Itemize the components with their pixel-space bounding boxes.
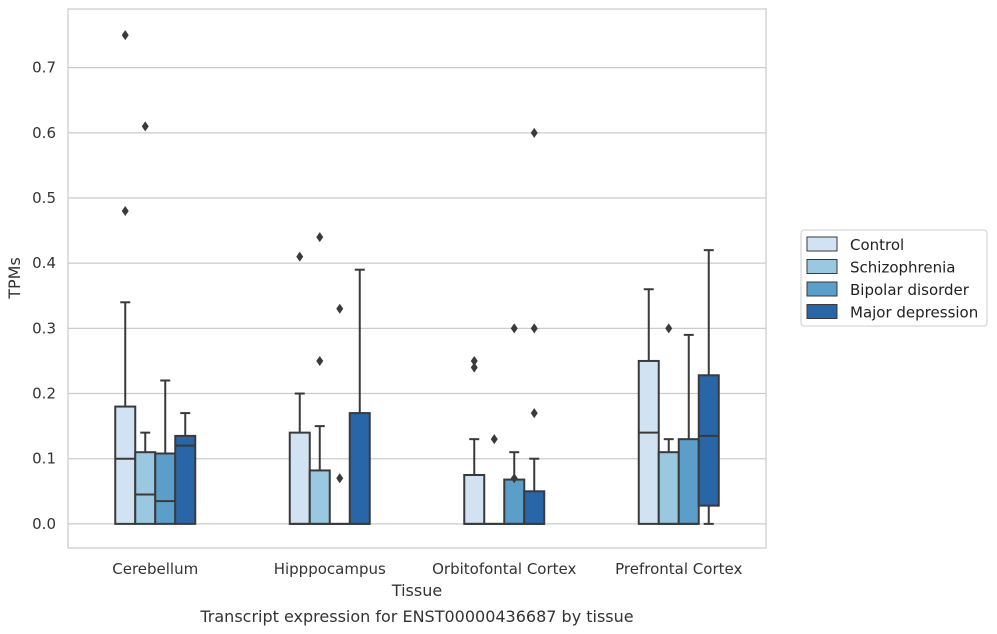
legend-label: Control bbox=[850, 236, 904, 254]
box-iqr bbox=[463, 474, 486, 525]
y-tick-label: 0.3 bbox=[32, 319, 56, 337]
box-iqr bbox=[134, 451, 157, 525]
outlier-point bbox=[470, 362, 478, 373]
y-axis-title: TPMs bbox=[5, 257, 24, 300]
outlier-point bbox=[510, 323, 518, 334]
x-axis-ticks: Cerebellum Hipppocampus Orbitofontal Corte… bbox=[112, 560, 742, 578]
box-schizophrenia bbox=[134, 121, 157, 525]
x-tick-label: Orbitofontal Cortex bbox=[432, 560, 576, 578]
outlier-point bbox=[121, 30, 129, 41]
y-tick-label: 0.0 bbox=[32, 515, 56, 533]
outlier-point bbox=[665, 323, 673, 334]
box-iqr bbox=[154, 452, 177, 525]
outlier-point bbox=[530, 323, 538, 334]
outlier-point bbox=[316, 232, 324, 243]
box-control bbox=[114, 30, 137, 525]
box-control bbox=[463, 355, 486, 525]
y-tick-label: 0.7 bbox=[32, 59, 56, 77]
legend-swatch bbox=[806, 259, 838, 274]
box-major-depression bbox=[174, 412, 197, 525]
box-bipolar-disorder bbox=[677, 333, 700, 525]
box-major-depression bbox=[523, 127, 546, 525]
legend-label: Schizophrenia bbox=[850, 259, 955, 277]
boxes bbox=[114, 30, 720, 525]
box-bipolar-disorder bbox=[328, 303, 351, 525]
chart-caption: Transcript expression for ENST0000043668… bbox=[199, 607, 633, 626]
x-tick-label: Prefrontal Cortex bbox=[615, 560, 742, 578]
box-iqr bbox=[523, 490, 546, 525]
box-iqr bbox=[677, 438, 700, 525]
box-major-depression bbox=[348, 268, 371, 525]
box-iqr bbox=[288, 431, 311, 525]
box-iqr bbox=[657, 451, 680, 525]
box-schizophrenia bbox=[483, 434, 506, 525]
legend-frame bbox=[800, 229, 988, 327]
y-axis-ticks: 0.0 0.1 0.2 0.3 0.4 0.5 0.6 0.7 bbox=[32, 59, 56, 533]
box-iqr bbox=[308, 469, 331, 525]
outlier-point bbox=[510, 473, 518, 484]
outlier-point bbox=[336, 473, 344, 484]
outlier-point bbox=[530, 408, 538, 419]
x-axis-title: Tissue bbox=[391, 581, 442, 600]
y-tick-label: 0.2 bbox=[32, 385, 56, 403]
box-iqr bbox=[697, 374, 720, 507]
legend-swatch bbox=[806, 281, 838, 297]
box-control bbox=[288, 251, 311, 525]
plot-area-frame bbox=[67, 8, 767, 549]
box-major-depression bbox=[697, 249, 720, 525]
y-tick-label: 0.1 bbox=[32, 450, 56, 468]
box-control bbox=[637, 288, 660, 525]
x-tick-label: Cerebellum bbox=[112, 560, 198, 578]
outlier-point bbox=[316, 355, 324, 366]
x-tick-label: Hipppocampus bbox=[274, 560, 386, 578]
legend-swatch bbox=[806, 304, 838, 319]
outlier-point bbox=[470, 355, 478, 366]
box-iqr bbox=[174, 434, 197, 525]
outlier-point bbox=[121, 206, 129, 217]
legend-swatch bbox=[806, 236, 838, 252]
outlier-point bbox=[490, 434, 498, 445]
legend: Control Schizophrenia Bipolar disorder Majo… bbox=[800, 229, 988, 327]
y-tick-label: 0.6 bbox=[32, 124, 56, 142]
outlier-point bbox=[530, 127, 538, 138]
outlier-point bbox=[336, 303, 344, 314]
legend-items: Control Schizophrenia Bipolar disorder Majo… bbox=[806, 236, 978, 322]
box-schizophrenia bbox=[308, 232, 331, 525]
box-schizophrenia bbox=[657, 323, 680, 525]
box-iqr bbox=[503, 478, 526, 525]
box-bipolar-disorder bbox=[503, 323, 526, 525]
legend-label: Major depression bbox=[850, 304, 978, 322]
outlier-point bbox=[296, 251, 304, 262]
y-tick-label: 0.5 bbox=[32, 189, 56, 207]
y-tick-label: 0.4 bbox=[32, 254, 56, 272]
legend-label: Bipolar disorder bbox=[850, 281, 970, 299]
box-iqr bbox=[114, 405, 137, 525]
box-iqr bbox=[637, 359, 660, 525]
box-bipolar-disorder bbox=[154, 379, 177, 525]
outlier-point bbox=[141, 121, 149, 132]
box-iqr bbox=[348, 412, 371, 525]
